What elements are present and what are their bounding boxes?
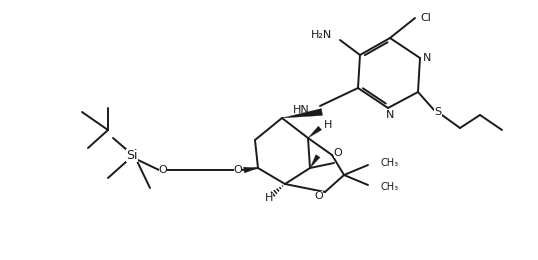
Text: O: O [159,165,167,175]
Text: Si: Si [126,148,138,161]
Text: H: H [324,120,332,130]
Text: CH₃: CH₃ [380,158,398,168]
Text: N: N [386,110,394,120]
Text: O: O [334,148,342,158]
Polygon shape [310,155,320,168]
Polygon shape [244,167,258,173]
Text: O: O [315,191,323,201]
Text: Cl: Cl [420,13,431,23]
Text: HN: HN [293,105,310,115]
Polygon shape [282,108,322,118]
Polygon shape [308,126,322,138]
Text: H₂N: H₂N [311,30,332,40]
Text: S: S [435,107,442,117]
Text: N: N [423,53,431,63]
Text: O: O [233,165,243,175]
Text: CH₃: CH₃ [380,182,398,192]
Text: H: H [265,193,273,203]
